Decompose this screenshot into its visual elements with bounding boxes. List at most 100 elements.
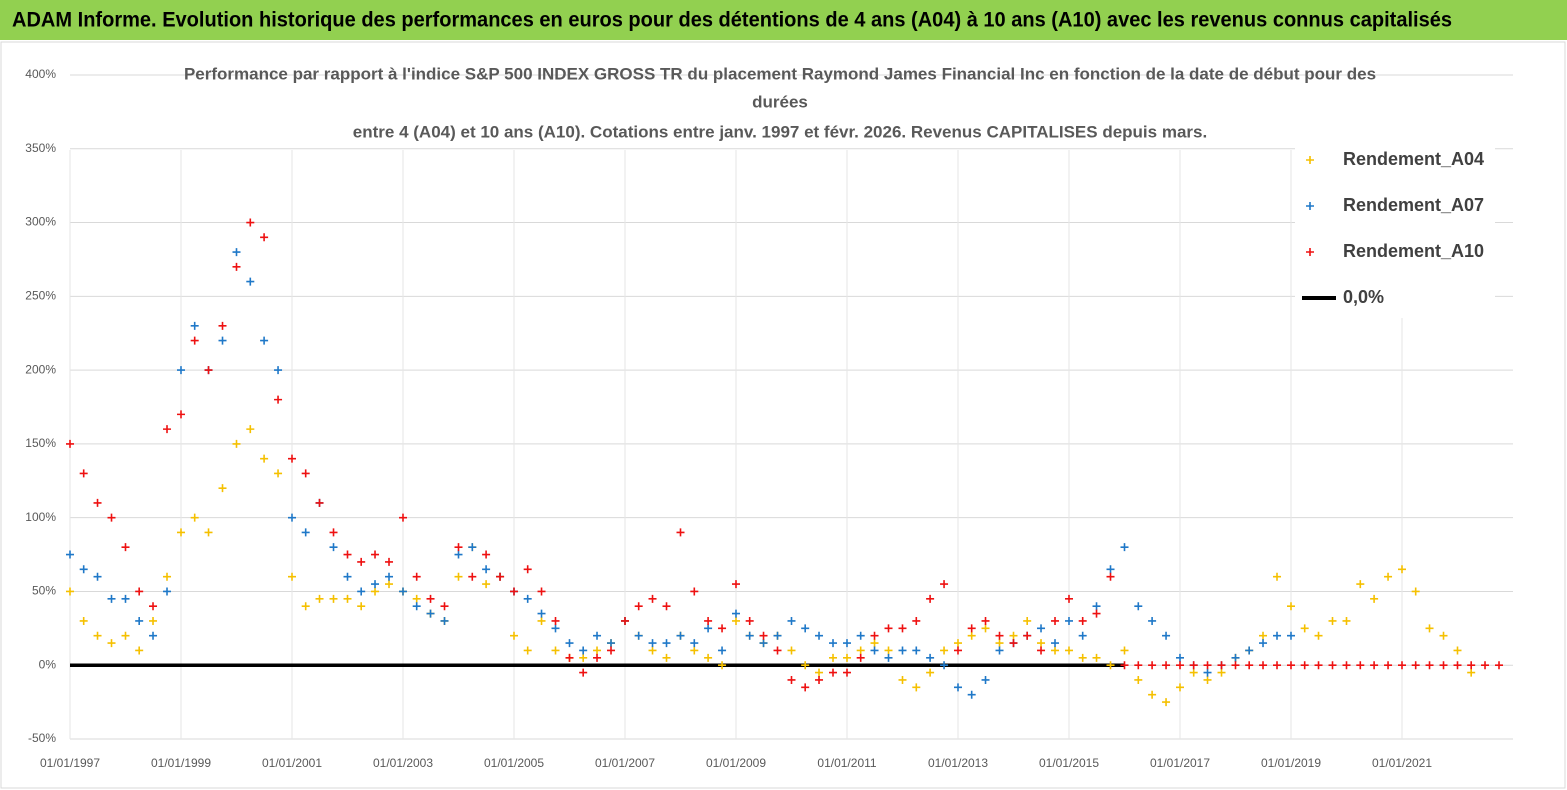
- data-point: [1328, 616, 1337, 625]
- data-point: [510, 587, 518, 596]
- data-point: [1370, 661, 1379, 670]
- data-point: [523, 646, 532, 655]
- data-point: [898, 675, 907, 684]
- data-point: [1370, 594, 1379, 603]
- y-tick-label: -50%: [28, 731, 56, 745]
- data-point: [1134, 602, 1143, 611]
- data-point: [537, 616, 546, 625]
- data-point: [399, 587, 407, 596]
- data-point: [1273, 631, 1282, 640]
- data-point: [1203, 661, 1212, 670]
- y-tick-label: 350%: [25, 141, 56, 155]
- data-point: [177, 410, 185, 419]
- x-tick-label: 01/01/2009: [706, 756, 766, 770]
- data-point: [898, 646, 907, 655]
- data-point: [412, 594, 421, 603]
- data-point: [995, 646, 1004, 655]
- chart-title: entre 4 (A04) et 10 ans (A10). Cotations…: [353, 122, 1207, 141]
- x-tick-label: 01/01/2007: [595, 756, 655, 770]
- data-point: [1231, 661, 1240, 670]
- data-point: [260, 233, 269, 242]
- data-point: [1009, 631, 1018, 640]
- data-point: [662, 653, 671, 662]
- data-point: [1287, 661, 1295, 670]
- data-point: [510, 631, 518, 640]
- y-tick-label: 200%: [25, 362, 56, 376]
- data-point: [981, 616, 990, 625]
- data-point: [870, 639, 879, 648]
- data-point: [1162, 698, 1171, 707]
- data-point: [1300, 661, 1309, 670]
- data-point: [177, 366, 185, 375]
- data-point: [801, 661, 810, 670]
- data-point: [843, 668, 851, 677]
- data-point: [163, 425, 172, 434]
- data-point: [93, 572, 102, 581]
- data-point: [1051, 639, 1060, 648]
- data-point: [1162, 661, 1171, 670]
- data-point: [357, 587, 366, 596]
- legend-marker: [1306, 202, 1314, 210]
- y-tick-label: 0%: [39, 657, 57, 671]
- data-point: [1009, 639, 1018, 648]
- data-point: [856, 631, 865, 640]
- data-point: [1037, 646, 1046, 655]
- data-point: [1148, 616, 1157, 625]
- data-point: [593, 646, 602, 655]
- data-point: [329, 543, 338, 552]
- x-tick-label: 01/01/2015: [1039, 756, 1099, 770]
- data-point: [1203, 668, 1212, 677]
- chart-frame: [0, 41, 1566, 789]
- data-point: [343, 572, 352, 581]
- data-point: [385, 572, 394, 581]
- chart-title: Performance par rapport à l'indice S&P 5…: [184, 64, 1376, 83]
- data-point: [634, 602, 643, 611]
- data-point: [1148, 690, 1157, 699]
- data-point: [371, 587, 380, 596]
- data-point: [1078, 616, 1087, 625]
- data-point: [676, 528, 685, 537]
- data-point: [954, 639, 962, 648]
- data-point: [912, 616, 921, 625]
- data-point: [940, 580, 949, 589]
- data-point: [454, 550, 463, 559]
- data-point: [1273, 661, 1282, 670]
- data-point: [1217, 668, 1226, 677]
- data-point: [163, 587, 172, 596]
- data-point: [704, 616, 713, 625]
- data-point: [1106, 565, 1115, 574]
- data-point: [690, 587, 699, 596]
- data-point: [926, 653, 935, 662]
- data-point: [1092, 609, 1101, 618]
- data-point: [260, 336, 269, 345]
- data-point: [1051, 616, 1060, 625]
- data-point: [607, 639, 616, 648]
- data-point: [1259, 639, 1268, 648]
- data-point: [843, 653, 851, 662]
- data-point: [468, 572, 477, 581]
- data-point: [385, 580, 394, 589]
- data-point: [1023, 631, 1032, 640]
- y-tick-label: 100%: [25, 510, 56, 524]
- data-point: [523, 594, 532, 603]
- data-point: [940, 646, 949, 655]
- data-point: [343, 594, 352, 603]
- data-point: [440, 616, 449, 625]
- data-point: [870, 631, 879, 640]
- data-point: [482, 550, 491, 559]
- data-point: [301, 602, 310, 611]
- data-point: [1439, 661, 1448, 670]
- data-point: [468, 543, 477, 552]
- data-point: [1425, 661, 1434, 670]
- data-point: [718, 646, 727, 655]
- data-point: [967, 631, 976, 640]
- data-point: [773, 631, 782, 640]
- data-point: [135, 616, 144, 625]
- data-point: [1078, 631, 1087, 640]
- data-point: [912, 683, 921, 692]
- data-point: [648, 594, 657, 603]
- data-point: [440, 602, 449, 611]
- data-point: [801, 683, 810, 692]
- data-point: [1411, 587, 1420, 596]
- data-point: [690, 646, 699, 655]
